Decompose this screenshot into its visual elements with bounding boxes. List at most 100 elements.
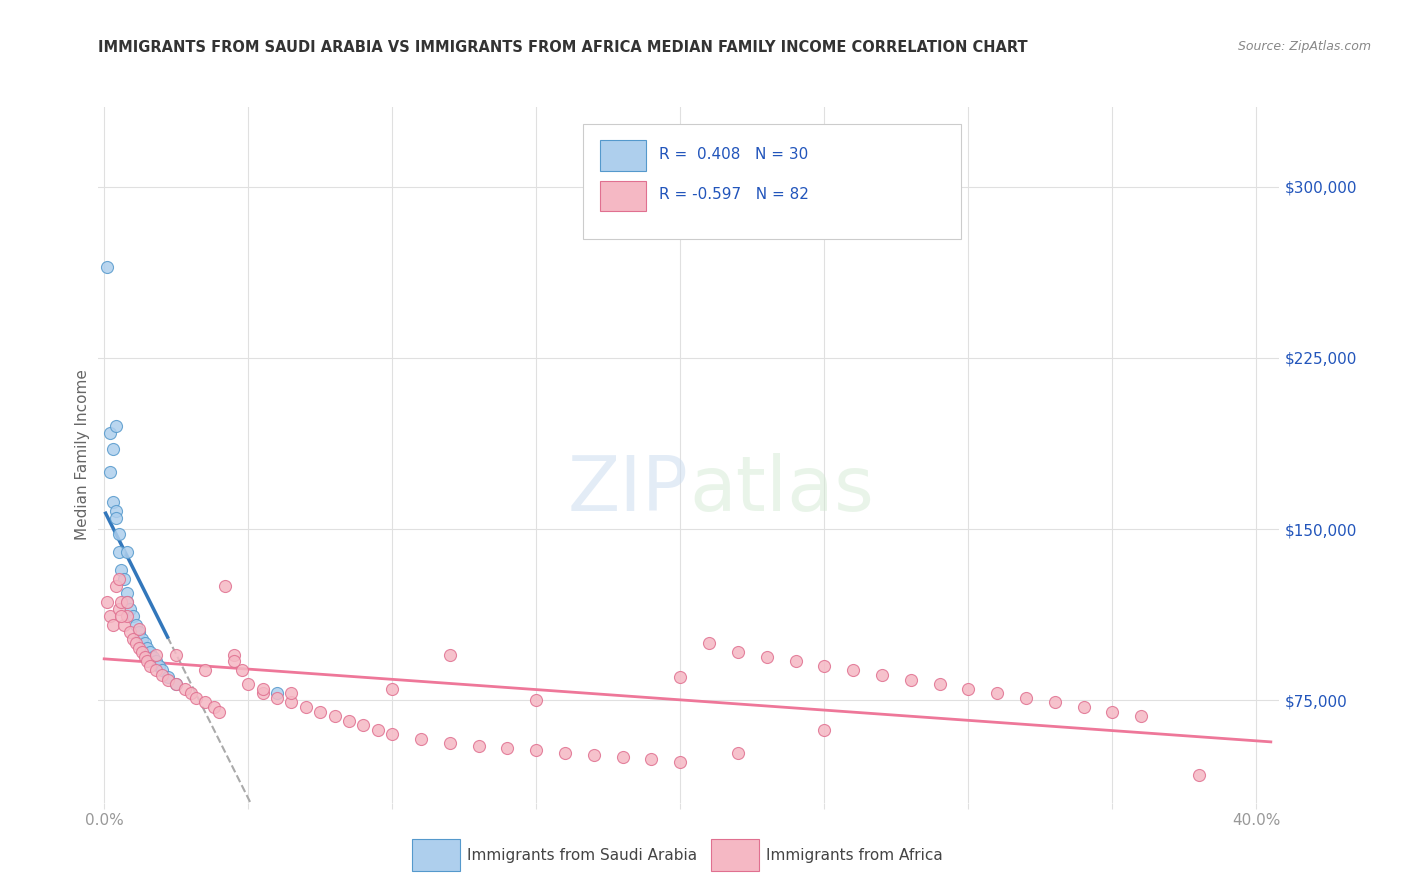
Text: IMMIGRANTS FROM SAUDI ARABIA VS IMMIGRANTS FROM AFRICA MEDIAN FAMILY INCOME CORR: IMMIGRANTS FROM SAUDI ARABIA VS IMMIGRAN…	[98, 40, 1028, 55]
Point	[208, 705, 231, 719]
Point	[115, 608, 138, 623]
Point	[180, 686, 202, 700]
Point	[337, 714, 360, 728]
Point	[957, 681, 980, 696]
Point	[145, 648, 167, 662]
Point	[870, 668, 893, 682]
Point	[139, 659, 162, 673]
Point	[280, 695, 302, 709]
Point	[148, 659, 170, 673]
Point	[214, 579, 236, 593]
Point	[165, 677, 187, 691]
Point	[439, 737, 461, 751]
Point	[131, 645, 153, 659]
Point	[280, 686, 302, 700]
Point	[145, 664, 167, 678]
Point	[115, 595, 138, 609]
Point	[309, 705, 332, 719]
Point	[104, 504, 127, 518]
Point	[612, 750, 634, 764]
Point	[104, 419, 127, 434]
Point	[266, 686, 288, 700]
Point	[252, 686, 274, 700]
Point	[150, 664, 173, 678]
Point	[222, 654, 245, 668]
Point	[101, 618, 124, 632]
Point	[352, 718, 374, 732]
Point	[813, 659, 835, 673]
Point	[524, 743, 547, 757]
Point	[727, 746, 749, 760]
Point	[1073, 700, 1095, 714]
Point	[202, 700, 225, 714]
Point	[295, 700, 318, 714]
Point	[238, 677, 260, 691]
Point	[186, 690, 208, 705]
Point	[156, 670, 179, 684]
Point	[439, 648, 461, 662]
Point	[107, 602, 129, 616]
Point	[125, 636, 148, 650]
Point	[120, 602, 142, 616]
Point	[110, 563, 132, 577]
Point	[145, 654, 167, 668]
Point	[110, 595, 132, 609]
FancyBboxPatch shape	[600, 181, 647, 211]
Point	[986, 686, 1008, 700]
Point	[928, 677, 950, 691]
Point	[222, 648, 245, 662]
FancyBboxPatch shape	[600, 140, 647, 171]
Point	[128, 640, 150, 655]
Point	[842, 664, 865, 678]
Point	[139, 645, 162, 659]
Point	[104, 579, 127, 593]
Point	[194, 695, 217, 709]
Text: atlas: atlas	[689, 453, 873, 526]
Point	[150, 668, 173, 682]
Point	[98, 465, 121, 479]
Point	[1188, 768, 1211, 782]
Point	[125, 618, 148, 632]
Y-axis label: Median Family Income: Median Family Income	[75, 369, 90, 541]
Point	[115, 595, 138, 609]
Point	[122, 632, 145, 646]
Point	[496, 741, 519, 756]
Point	[115, 545, 138, 559]
Point	[112, 572, 135, 586]
Point	[381, 681, 404, 696]
Text: Source: ZipAtlas.com: Source: ZipAtlas.com	[1237, 40, 1371, 54]
Point	[115, 586, 138, 600]
Point	[165, 648, 187, 662]
Text: Immigrants from Africa: Immigrants from Africa	[766, 848, 943, 863]
Point	[120, 624, 142, 639]
Text: Immigrants from Saudi Arabia: Immigrants from Saudi Arabia	[467, 848, 697, 863]
Point	[252, 681, 274, 696]
Point	[1130, 709, 1153, 723]
Point	[409, 731, 432, 746]
Point	[134, 649, 156, 664]
Point	[813, 723, 835, 737]
Point	[1043, 695, 1066, 709]
Point	[194, 664, 217, 678]
Point	[101, 494, 124, 508]
Point	[554, 746, 576, 760]
Point	[96, 260, 118, 274]
Point	[134, 636, 156, 650]
Point	[101, 442, 124, 457]
Text: ZIP: ZIP	[568, 453, 689, 526]
Point	[266, 690, 288, 705]
Point	[112, 618, 135, 632]
Point	[96, 595, 118, 609]
Point	[582, 747, 605, 762]
Point	[165, 677, 187, 691]
Text: R =  0.408   N = 30: R = 0.408 N = 30	[659, 147, 808, 161]
Point	[697, 636, 720, 650]
Point	[467, 739, 489, 753]
Point	[669, 670, 692, 684]
Point	[110, 608, 132, 623]
Point	[524, 693, 547, 707]
Point	[381, 727, 404, 741]
Point	[136, 640, 159, 655]
Point	[122, 608, 145, 623]
Point	[107, 545, 129, 559]
